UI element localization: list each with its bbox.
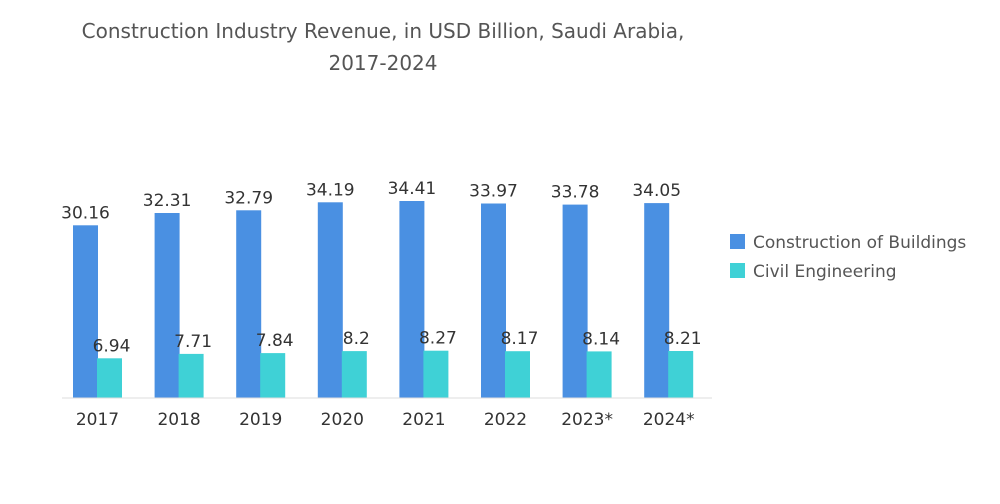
data-label-construction-of-buildings-2024: 34.05 xyxy=(632,181,681,201)
data-label-construction-of-buildings-2021: 34.41 xyxy=(388,179,437,199)
x-tick-label-2019: 2019 xyxy=(239,410,282,430)
bar-civil-engineering-2017 xyxy=(97,358,122,398)
bar-construction-of-buildings-2017 xyxy=(73,225,98,398)
data-label-construction-of-buildings-2020: 34.19 xyxy=(306,180,355,200)
legend-label-construction-of-buildings: Construction of Buildings xyxy=(753,233,966,253)
bar-civil-engineering-2018 xyxy=(178,353,204,398)
data-label-construction-of-buildings-2022: 33.97 xyxy=(469,182,518,202)
x-tick-label-2017: 2017 xyxy=(76,410,119,430)
data-label-civil-engineering-2024: 8.21 xyxy=(664,329,702,349)
data-label-construction-of-buildings-2018: 32.31 xyxy=(143,191,192,211)
data-label-construction-of-buildings-2023: 33.78 xyxy=(551,183,600,203)
x-tick-label-2020: 2020 xyxy=(321,410,364,430)
bar-construction-of-buildings-2018 xyxy=(154,213,180,398)
bar-civil-engineering-2023 xyxy=(586,351,612,398)
bar-construction-of-buildings-2023 xyxy=(562,204,588,398)
data-label-civil-engineering-2017: 6.94 xyxy=(93,336,131,356)
data-label-civil-engineering-2022: 8.17 xyxy=(501,329,539,349)
x-tick-label-2021: 2021 xyxy=(402,410,445,430)
x-tick-label-2023: 2023* xyxy=(561,410,613,430)
bar-civil-engineering-2024 xyxy=(668,351,694,398)
legend: Construction of Buildings Civil Engineer… xyxy=(730,233,966,282)
data-label-civil-engineering-2020: 8.2 xyxy=(343,329,370,349)
data-label-civil-engineering-2023: 8.14 xyxy=(582,329,620,349)
legend-swatch-construction-of-buildings xyxy=(730,234,745,249)
data-label-civil-engineering-2021: 8.27 xyxy=(419,329,457,349)
data-label-civil-engineering-2018: 7.71 xyxy=(174,332,212,352)
bar-construction-of-buildings-2024 xyxy=(644,203,670,398)
bar-civil-engineering-2019 xyxy=(260,353,286,398)
legend-swatch-civil-engineering xyxy=(730,263,745,278)
plot-area: 30.16 6.94 2017 32.31 7.71 2018 32.79 7.84 2019 3… xyxy=(61,179,701,430)
data-label-construction-of-buildings-2017: 30.16 xyxy=(61,203,110,223)
bar-construction-of-buildings-2020 xyxy=(317,202,343,398)
bar-civil-engineering-2021 xyxy=(423,350,449,398)
bar-civil-engineering-2020 xyxy=(341,351,367,398)
bar-construction-of-buildings-2022 xyxy=(481,203,506,398)
legend-label-civil-engineering: Civil Engineering xyxy=(753,262,897,282)
chart-title: Construction Industry Revenue, in USD Bi… xyxy=(82,19,685,75)
bar-construction-of-buildings-2019 xyxy=(236,210,262,398)
data-label-construction-of-buildings-2019: 32.79 xyxy=(224,188,273,208)
x-tick-label-2024: 2024* xyxy=(643,410,695,430)
bar-construction-of-buildings-2021 xyxy=(399,201,425,398)
x-tick-label-2018: 2018 xyxy=(157,410,200,430)
chart-title-line-1: Construction Industry Revenue, in USD Bi… xyxy=(82,19,685,43)
chart-title-line-2: 2017-2024 xyxy=(328,51,437,75)
bar-civil-engineering-2022 xyxy=(505,351,530,398)
data-label-civil-engineering-2019: 7.84 xyxy=(256,331,294,351)
x-tick-label-2022: 2022 xyxy=(484,410,527,430)
